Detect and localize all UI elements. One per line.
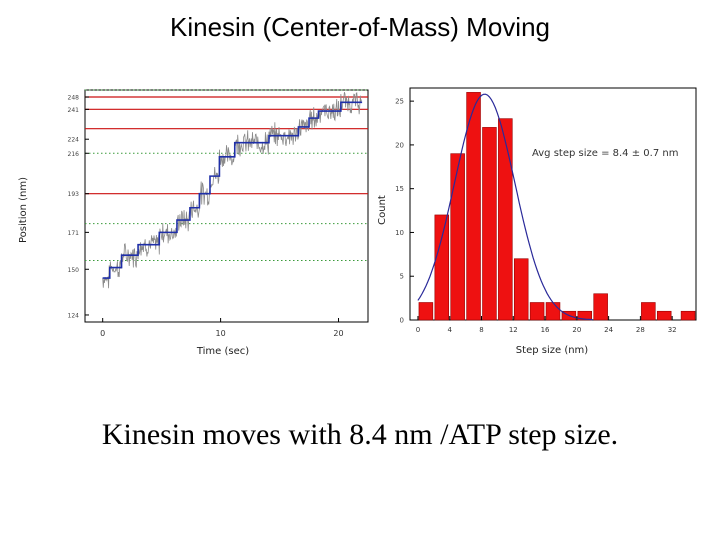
trace-y-axis-label: Position (nm) xyxy=(18,177,29,243)
x-tick-label: 4 xyxy=(447,326,452,334)
trace-plot-frame xyxy=(84,89,369,323)
step-fit-line xyxy=(102,101,363,279)
trace-y-ticks: 124 150 171 193 216 224 241 248 xyxy=(68,95,89,319)
y-tick-label: 248 xyxy=(68,95,80,102)
x-tick-label: 8 xyxy=(479,326,483,334)
x-tick-label: 16 xyxy=(541,326,550,334)
avg-step-size-annotation: Avg step size = 8.4 ± 0.7 nm xyxy=(532,148,678,159)
y-tick-label: 124 xyxy=(68,312,80,319)
trace-x-ticks: 0 10 20 xyxy=(100,318,344,338)
position-trace-chart: 0 10 20 124 150 171 193 216 224 241 248 Time (sec… xyxy=(18,89,369,357)
x-tick-label: 10 xyxy=(216,329,226,338)
y-tick-label: 171 xyxy=(68,230,80,237)
histogram-bar xyxy=(450,153,465,321)
y-tick-label: 241 xyxy=(68,107,80,114)
x-tick-label: 12 xyxy=(509,326,518,334)
slide-caption: Kinesin moves with 8.4 nm /ATP step size… xyxy=(101,418,619,451)
histogram-bar xyxy=(577,310,593,321)
histogram-bars xyxy=(418,92,696,321)
histogram-bar xyxy=(418,302,434,321)
trace-gridlines xyxy=(85,89,368,261)
histogram-bar xyxy=(545,302,561,321)
y-tick-label: 5 xyxy=(400,273,404,281)
step-size-histogram: 0 4 8 12 16 20 24 28 32 0 5 10 15 20 25 Avg step size… xyxy=(377,87,697,356)
histogram-x-ticks: 0 4 8 12 16 20 24 28 32 xyxy=(416,316,677,334)
y-tick-label: 224 xyxy=(68,137,80,144)
y-tick-label: 15 xyxy=(395,185,404,193)
histogram-bar xyxy=(466,92,481,321)
histogram-y-ticks: 0 5 10 15 20 25 xyxy=(395,98,414,325)
y-tick-label: 10 xyxy=(395,229,404,237)
histogram-bar xyxy=(498,118,513,321)
step-fit-series xyxy=(102,101,363,279)
histogram-bar xyxy=(593,293,608,321)
y-tick-label: 193 xyxy=(68,191,80,198)
histogram-bar xyxy=(529,302,545,321)
histogram-y-axis-label: Count xyxy=(377,195,388,225)
x-tick-label: 20 xyxy=(572,326,581,334)
x-tick-label: 24 xyxy=(604,326,613,334)
gaussian-fit-curve xyxy=(417,93,593,321)
x-tick-label: 0 xyxy=(100,329,105,338)
slide-title: Kinesin (Center-of-Mass) Moving xyxy=(169,12,550,42)
y-tick-label: 20 xyxy=(395,141,404,149)
histogram-bar xyxy=(513,258,529,321)
histogram-bar xyxy=(680,310,696,321)
x-tick-label: 20 xyxy=(333,329,343,338)
y-tick-label: 25 xyxy=(395,98,404,106)
histogram-bar xyxy=(434,214,450,321)
y-tick-label: 150 xyxy=(68,267,80,274)
histogram-x-axis-label: Step size (nm) xyxy=(516,345,588,356)
y-tick-label: 216 xyxy=(68,151,80,158)
histogram-bar xyxy=(482,127,497,321)
x-tick-label: 32 xyxy=(668,326,677,334)
x-tick-label: 0 xyxy=(416,326,420,334)
y-tick-label: 0 xyxy=(400,317,404,325)
trace-x-axis-label: Time (sec) xyxy=(196,346,249,357)
histogram-bar xyxy=(641,302,656,321)
x-tick-label: 28 xyxy=(636,326,645,334)
histogram-bar xyxy=(656,310,672,321)
